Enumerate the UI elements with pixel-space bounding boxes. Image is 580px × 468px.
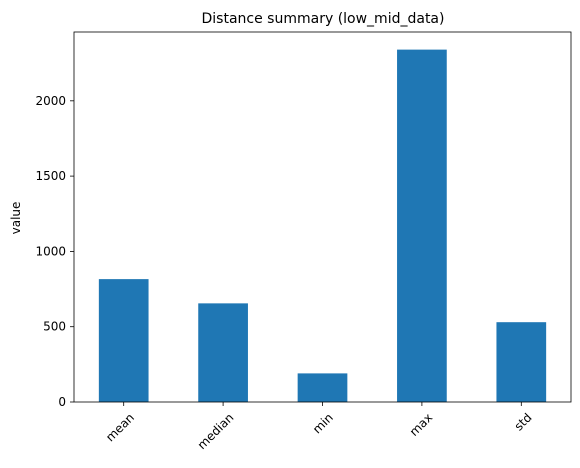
bar-min <box>297 373 348 402</box>
y-tick-label-500: 500 <box>43 320 66 334</box>
y-tick-label-1000: 1000 <box>35 244 66 258</box>
plot-frame <box>73 31 572 403</box>
y-axis-label: value <box>9 202 23 235</box>
y-tick-label-2000: 2000 <box>35 94 66 108</box>
x-tick-label-min: min <box>310 410 336 436</box>
plot-area: mean median min max std 0 500 1000 1500 2000 <box>35 31 572 452</box>
chart-title: Distance summary (low_mid_data) <box>202 11 445 27</box>
bar-std <box>496 322 547 402</box>
x-tick-label-std: std <box>512 410 535 433</box>
y-tick-label-0: 0 <box>58 395 66 409</box>
x-tick-label-median: median <box>195 410 237 452</box>
bar-max <box>397 49 447 403</box>
bar-median <box>198 303 248 402</box>
bar-mean <box>98 279 149 402</box>
y-tick-label-1500: 1500 <box>35 169 66 183</box>
x-tick-label-max: max <box>407 410 435 438</box>
x-tick-label-mean: mean <box>103 410 137 444</box>
